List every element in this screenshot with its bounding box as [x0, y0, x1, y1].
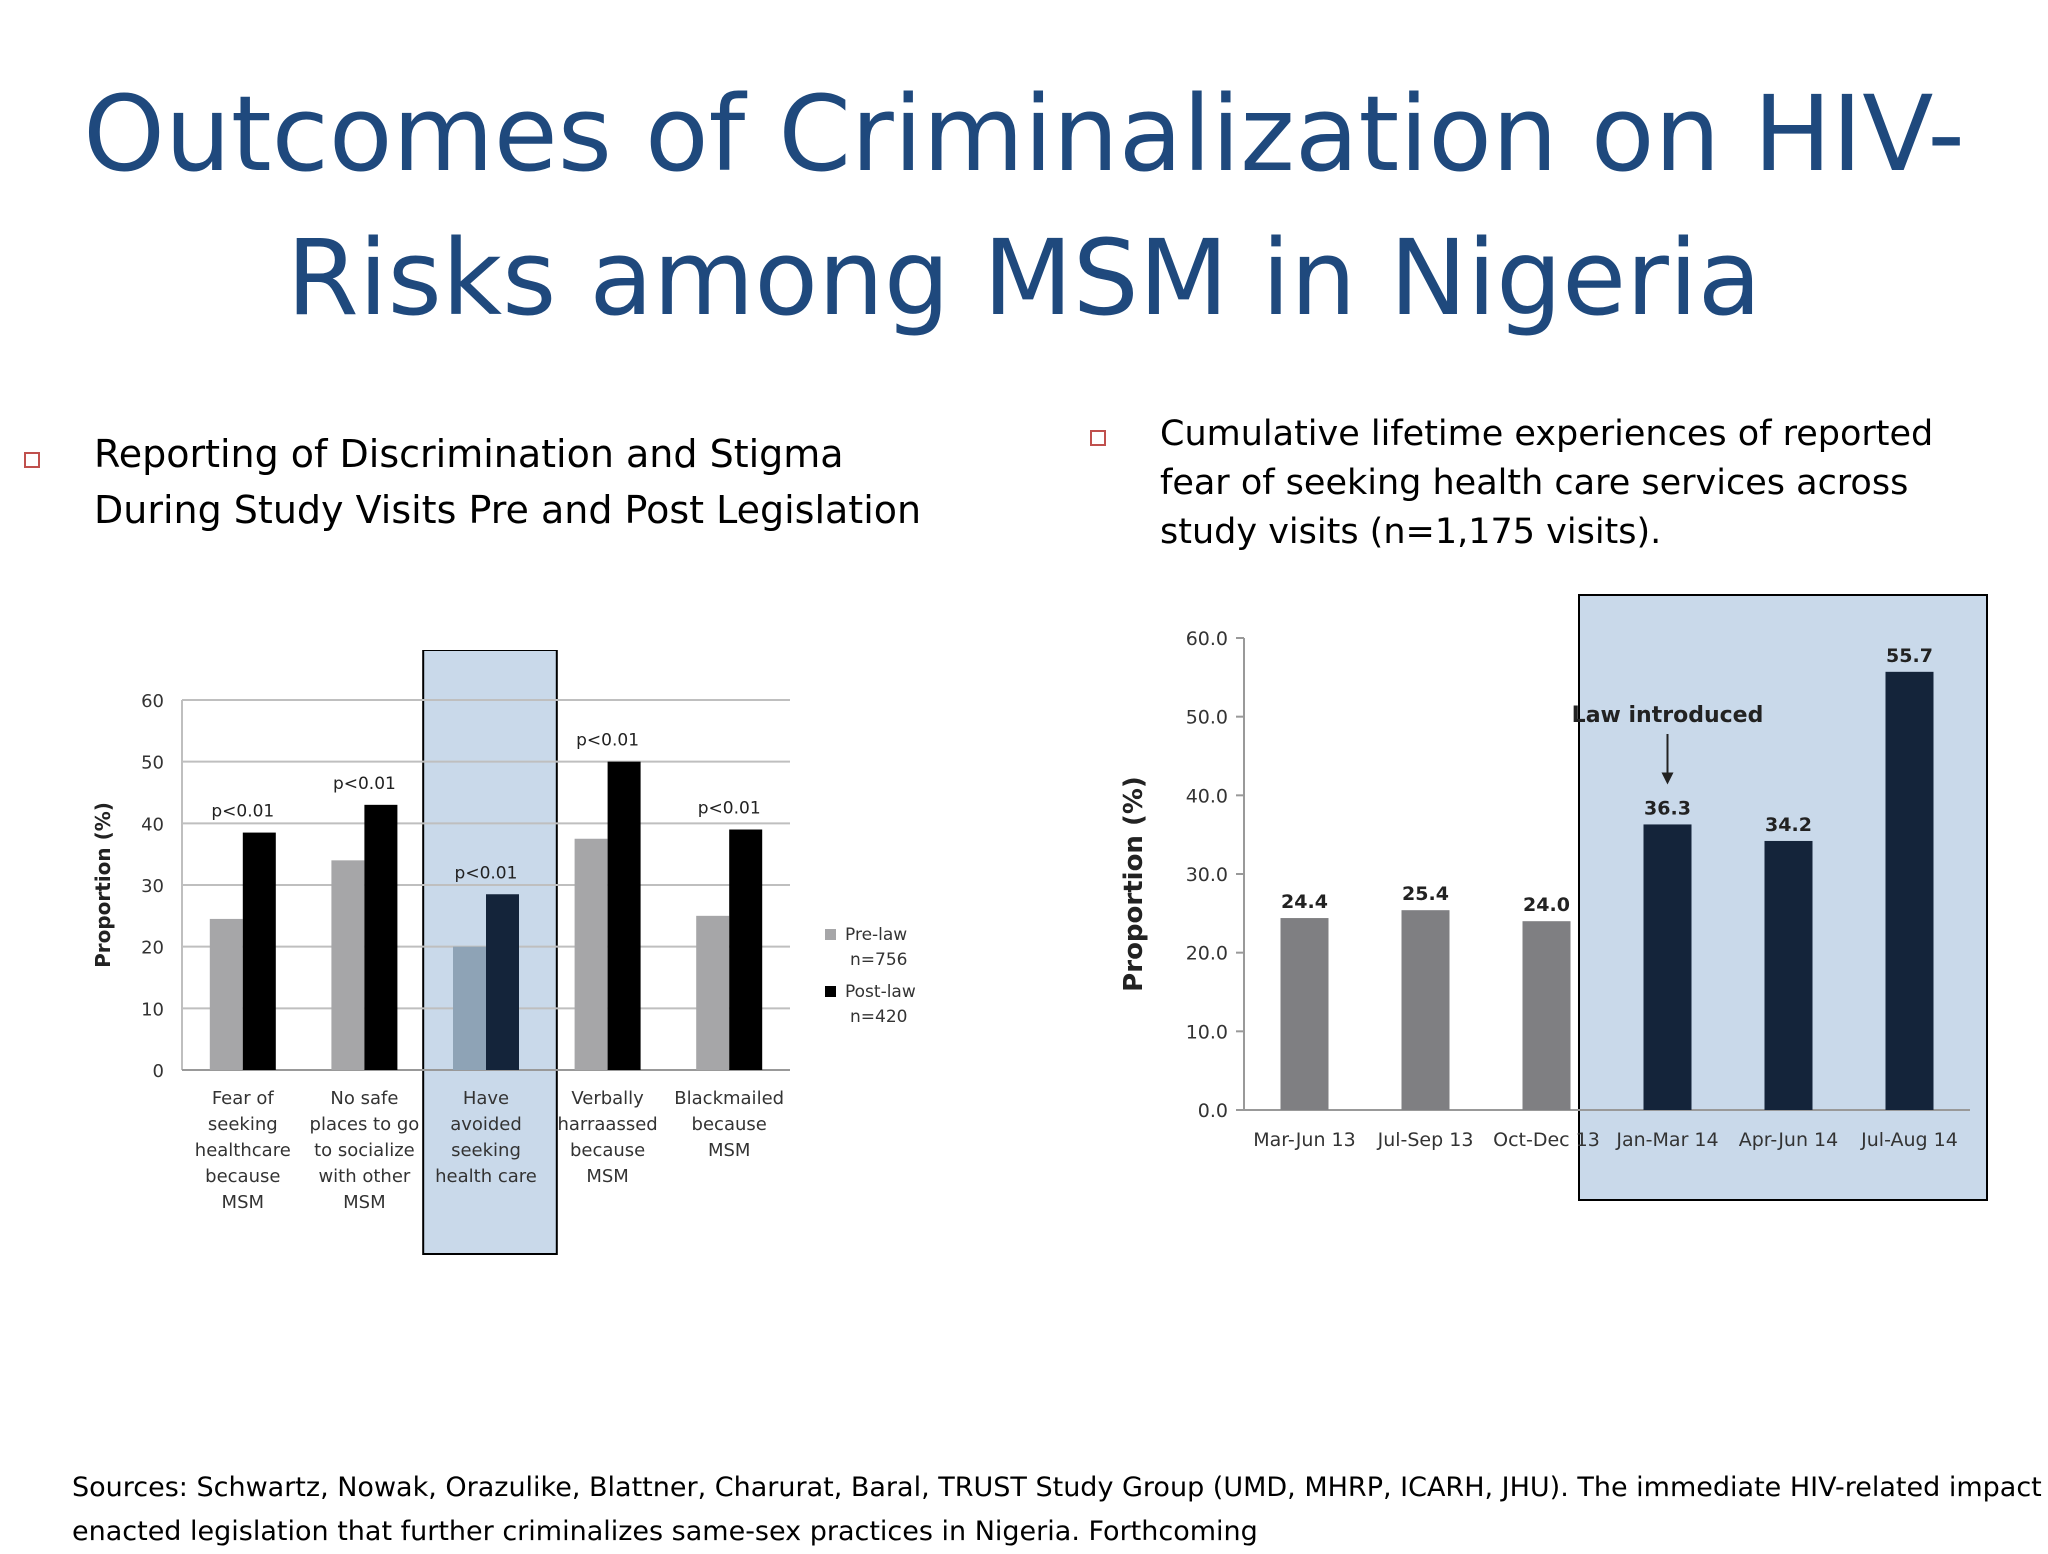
bullet-left-line-2: During Study Visits Pre and Post Legisla…	[94, 488, 922, 532]
y-tick-label: 20.0	[1186, 943, 1228, 965]
bar	[1764, 840, 1813, 1110]
legend-n-label: n=420	[850, 1007, 907, 1027]
bullet-right-line-3: study visits (n=1,175 visits).	[1160, 512, 1662, 552]
y-tick-label: 60.0	[1186, 628, 1228, 650]
y-tick-label: 20	[141, 938, 164, 959]
y-tick-label: 40	[141, 814, 164, 835]
discrimination-bar-chart: 0 10 20 30 40 50 60 Proportion (%) p<0.01 Fear of…	[91, 650, 916, 1255]
x-tick-label: seeking	[208, 1114, 278, 1135]
bar	[1401, 910, 1450, 1110]
y-tick-label: 30	[141, 876, 164, 897]
fear-healthcare-bar-chart: 0.0 10.0 20.0 30.0 40.0 50.0 60.0 Proportion (%…	[1119, 594, 1988, 1201]
bullet-right-line-1: Cumulative lifetime experiences of repor…	[1160, 414, 1934, 454]
bullet-marker-left	[24, 452, 40, 468]
y-tick-label: 40.0	[1186, 785, 1228, 807]
y-tick-label: 10.0	[1186, 1021, 1228, 1043]
bullet-text-left: Reporting of Discrimination and Stigma D…	[94, 426, 921, 538]
x-tick-label: Fear of	[212, 1088, 275, 1109]
x-tick-label: Oct-Dec 13	[1493, 1129, 1600, 1151]
bullet-right-line-2: fear of seeking health care services acr…	[1160, 463, 1909, 503]
legend-swatch	[825, 986, 836, 997]
law-introduced-annotation: Law introduced	[1572, 703, 1764, 728]
y-tick-label: 10	[141, 999, 164, 1020]
x-tick-label: Mar-Jun 13	[1253, 1129, 1355, 1151]
legend-label: Pre-law	[845, 925, 907, 945]
x-tick-label: Verbally	[571, 1088, 644, 1109]
data-label: 24.0	[1523, 894, 1570, 916]
x-tick-label: Have	[463, 1088, 509, 1109]
bar-pre-law	[453, 946, 486, 1070]
bar-pre-law	[209, 918, 243, 1070]
x-tick-label: because	[692, 1114, 767, 1135]
x-tick-label: avoided	[450, 1114, 522, 1135]
x-tick-label: health care	[435, 1166, 537, 1187]
bar	[1643, 824, 1692, 1110]
x-tick-label: seeking	[451, 1140, 521, 1161]
x-tick-label: Jul-Aug 14	[1860, 1129, 1958, 1151]
p-value-label: p<0.01	[333, 774, 396, 794]
bullet-marker-right	[1090, 430, 1106, 446]
x-tick-label: MSM	[222, 1192, 264, 1213]
y-tick-label: 30.0	[1186, 864, 1228, 886]
p-value-label: p<0.01	[455, 863, 518, 883]
bar-pre-law	[574, 838, 608, 1070]
x-tick-label: No safe	[330, 1088, 398, 1109]
p-value-label: p<0.01	[576, 731, 639, 751]
title-line-1: Outcomes of Criminalization on HIV-	[83, 73, 1965, 195]
data-label: 34.2	[1765, 814, 1812, 836]
bar-post-law	[364, 804, 398, 1070]
title-line-2: Risks among MSM in Nigeria	[286, 217, 1762, 339]
x-tick-label: to socialize	[314, 1140, 415, 1161]
bar-post-law	[607, 761, 641, 1070]
x-tick-label: with other	[318, 1166, 410, 1187]
bullet-text-right: Cumulative lifetime experiences of repor…	[1160, 410, 1933, 557]
y-tick-label: 50	[141, 753, 164, 774]
data-label: 25.4	[1402, 883, 1449, 905]
x-tick-label: Jan-Mar 14	[1615, 1129, 1718, 1151]
bar	[1522, 921, 1571, 1110]
y-tick-label: 0	[153, 1061, 164, 1082]
x-tick-label: because	[205, 1166, 280, 1187]
x-tick-label: MSM	[708, 1140, 751, 1161]
x-tick-label: Jul-Sep 13	[1377, 1129, 1474, 1151]
data-label: 24.4	[1281, 891, 1328, 913]
data-label: 36.3	[1644, 797, 1691, 819]
y-tick-label: 0.0	[1198, 1100, 1228, 1122]
x-tick-label: Blackmailed	[674, 1088, 784, 1109]
y-axis-title: Proportion (%)	[91, 802, 115, 968]
x-tick-label: MSM	[343, 1192, 386, 1213]
bar-pre-law	[331, 860, 365, 1070]
legend-n-label: n=756	[850, 950, 907, 970]
bullet-left-line-1: Reporting of Discrimination and Stigma	[94, 432, 844, 476]
x-tick-label: because	[570, 1140, 645, 1161]
bar	[1280, 918, 1329, 1110]
bar	[1885, 671, 1934, 1110]
x-tick-label: Apr-Jun 14	[1739, 1129, 1838, 1151]
legend-swatch	[825, 929, 836, 940]
y-axis-title: Proportion (%)	[1119, 776, 1149, 992]
x-tick-label: places to go	[310, 1114, 420, 1135]
p-value-label: p<0.01	[698, 799, 761, 819]
x-tick-label: MSM	[586, 1166, 629, 1187]
slide-title: Outcomes of Criminalization on HIV- Risk…	[0, 62, 2048, 350]
sources-line-1: Sources: Schwartz, Nowak, Orazulike, Bla…	[72, 1472, 2048, 1503]
p-value-label: p<0.01	[211, 802, 274, 822]
bar-post-law	[242, 832, 276, 1070]
bar-post-law	[729, 829, 763, 1070]
bar-post-law	[486, 894, 519, 1070]
bar-pre-law	[696, 915, 730, 1070]
x-tick-label: healthcare	[195, 1140, 291, 1161]
legend-label: Post-law	[845, 982, 916, 1002]
y-tick-label: 60	[141, 691, 164, 712]
data-label: 55.7	[1886, 645, 1933, 667]
sources-footnote: Sources: Schwartz, Nowak, Orazulike, Bla…	[72, 1466, 2048, 1554]
x-tick-label: harraassed	[557, 1114, 657, 1135]
y-tick-label: 50.0	[1186, 707, 1228, 729]
annotation-arrow-head	[1661, 772, 1674, 785]
sources-line-2: enacted legislation that further crimina…	[72, 1516, 1258, 1547]
